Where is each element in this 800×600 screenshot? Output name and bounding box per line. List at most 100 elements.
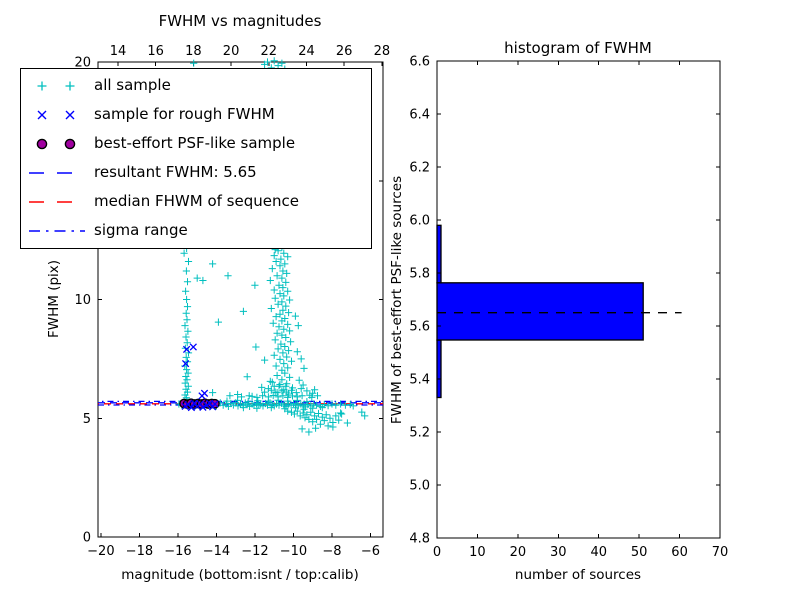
scatter-point-sample-for-rough-fwhm bbox=[200, 389, 209, 397]
scatter-point-sample-for-rough-fwhm bbox=[189, 343, 197, 351]
scatter-point-all-sample bbox=[261, 356, 269, 364]
scatter-point-all-sample bbox=[286, 327, 294, 335]
scatter-point-all-sample bbox=[281, 260, 289, 268]
scatter-point-all-sample bbox=[181, 379, 189, 387]
legend-item: best-effort PSF-like sample bbox=[21, 129, 371, 158]
scatter-point-all-sample bbox=[276, 310, 284, 318]
scatter-point-all-sample bbox=[343, 419, 351, 427]
tick-label: −6 bbox=[361, 544, 380, 559]
legend-item-label: resultant FWHM: 5.65 bbox=[94, 163, 257, 181]
scatter-point-all-sample bbox=[294, 322, 302, 330]
scatter-point-all-sample bbox=[184, 257, 193, 266]
scatter-point-all-sample bbox=[305, 428, 313, 436]
scatter-point-all-sample bbox=[303, 387, 311, 395]
scatter-point-all-sample bbox=[182, 267, 190, 275]
scatter-point-all-sample bbox=[270, 351, 278, 359]
scatter-point-all-sample bbox=[254, 397, 262, 405]
scatter-point-all-sample bbox=[279, 306, 287, 314]
scatter-point-all-sample bbox=[275, 323, 283, 331]
scatter-point-all-sample bbox=[309, 404, 317, 412]
scatter-point-all-sample bbox=[318, 404, 326, 412]
scatter-point-all-sample bbox=[284, 364, 292, 372]
right-plot-ylabel: FWHM of best-effort PSF-like sources bbox=[389, 176, 405, 424]
scatter-point-all-sample bbox=[278, 387, 286, 395]
tick-label: 6.0 bbox=[409, 214, 430, 229]
tick-label: −20 bbox=[87, 544, 114, 559]
scatter-point-all-sample bbox=[283, 388, 291, 396]
scatter-point-all-sample bbox=[314, 409, 323, 418]
scatter-point-all-sample bbox=[239, 307, 247, 315]
scatter-point-all-sample bbox=[183, 295, 191, 304]
legend-marker-x-icon bbox=[65, 110, 75, 119]
tick-label: 5.2 bbox=[409, 426, 430, 441]
left-plot-markers bbox=[175, 57, 369, 436]
tick-label: 5.4 bbox=[409, 373, 430, 388]
scatter-point-all-sample bbox=[278, 274, 286, 282]
scatter-point-all-sample bbox=[332, 412, 340, 420]
legend-marker-circle-icon bbox=[36, 138, 48, 149]
right-plot-frame bbox=[436, 60, 721, 539]
tick-label: 20 bbox=[510, 545, 527, 560]
scatter-point-all-sample bbox=[278, 331, 286, 339]
right-plot-xlabel: number of sources bbox=[515, 567, 641, 583]
scatter-point-all-sample bbox=[349, 402, 357, 410]
left-plot-title: FWHM vs magnitudes bbox=[159, 12, 322, 30]
scatter-point-all-sample bbox=[328, 400, 336, 408]
scatter-point-all-sample bbox=[274, 300, 282, 308]
scatter-point-all-sample bbox=[300, 364, 308, 372]
scatter-point-all-sample bbox=[279, 267, 287, 275]
scatter-point-all-sample bbox=[182, 333, 190, 341]
legend-item: all sample bbox=[21, 71, 371, 100]
tick-label: 16 bbox=[147, 44, 164, 59]
tick-label: 5.0 bbox=[409, 479, 430, 494]
scatter-point-all-sample bbox=[280, 360, 288, 368]
legend-sample-dashed bbox=[29, 171, 85, 174]
scatter-point-all-sample bbox=[358, 408, 366, 416]
scatter-point-all-sample bbox=[280, 325, 288, 333]
tick-label: 26 bbox=[336, 44, 353, 59]
scatter-point-sample-for-rough-fwhm bbox=[211, 400, 219, 408]
scatter-point-all-sample bbox=[279, 284, 287, 292]
tick-label: 5.6 bbox=[409, 320, 430, 335]
scatter-point-all-sample bbox=[182, 287, 190, 295]
legend-item: resultant FWHM: 5.65 bbox=[21, 158, 371, 187]
scatter-point-all-sample bbox=[266, 377, 274, 385]
scatter-point-all-sample bbox=[311, 386, 319, 394]
scatter-point-all-sample bbox=[276, 290, 284, 298]
tick-label: 20 bbox=[223, 44, 240, 59]
scatter-point-all-sample bbox=[324, 402, 332, 410]
scatter-point-all-sample bbox=[313, 392, 322, 400]
scatter-point-all-sample bbox=[329, 423, 337, 431]
scatter-point-all-sample bbox=[223, 397, 231, 405]
scatter-point-all-sample bbox=[252, 343, 260, 351]
right-plot-title: histogram of FWHM bbox=[504, 39, 652, 57]
scatter-point-all-sample bbox=[199, 276, 207, 285]
scatter-point-all-sample bbox=[282, 382, 290, 390]
scatter-point-all-sample bbox=[271, 336, 279, 344]
scatter-point-sample-for-rough-fwhm bbox=[199, 403, 207, 411]
scatter-point-all-sample bbox=[226, 392, 234, 400]
scatter-point-all-sample bbox=[287, 386, 296, 394]
scatter-point-all-sample bbox=[301, 414, 309, 422]
tick-label: −14 bbox=[203, 544, 230, 559]
left-scatter-plot: −20 −18 −16 −14 −12 −10 −8 −6 14 16 18 20 22 24 26 28 0 5… bbox=[46, 12, 390, 583]
tick-label: −8 bbox=[322, 544, 341, 559]
scatter-point-all-sample bbox=[184, 369, 192, 377]
scatter-point-all-sample bbox=[261, 388, 269, 396]
legend-item-label: median FHWM of sequence bbox=[94, 192, 299, 210]
legend-marker-circle-icon bbox=[64, 138, 76, 149]
scatter-point-all-sample bbox=[183, 316, 191, 324]
scatter-point-all-sample bbox=[309, 418, 317, 426]
legend-item-label: sigma range bbox=[94, 221, 188, 239]
scatter-point-all-sample bbox=[183, 376, 191, 384]
scatter-point-all-sample bbox=[273, 371, 281, 380]
scatter-point-all-sample bbox=[276, 262, 284, 270]
scatter-point-all-sample bbox=[300, 405, 308, 413]
tick-label: 40 bbox=[590, 545, 607, 560]
tick-label: 24 bbox=[298, 44, 315, 59]
scatter-point-all-sample bbox=[338, 410, 346, 418]
tick-label: 14 bbox=[110, 44, 127, 59]
scatter-point-all-sample bbox=[276, 355, 284, 363]
scatter-point-all-sample bbox=[183, 278, 192, 286]
scatter-point-all-sample bbox=[326, 414, 334, 422]
